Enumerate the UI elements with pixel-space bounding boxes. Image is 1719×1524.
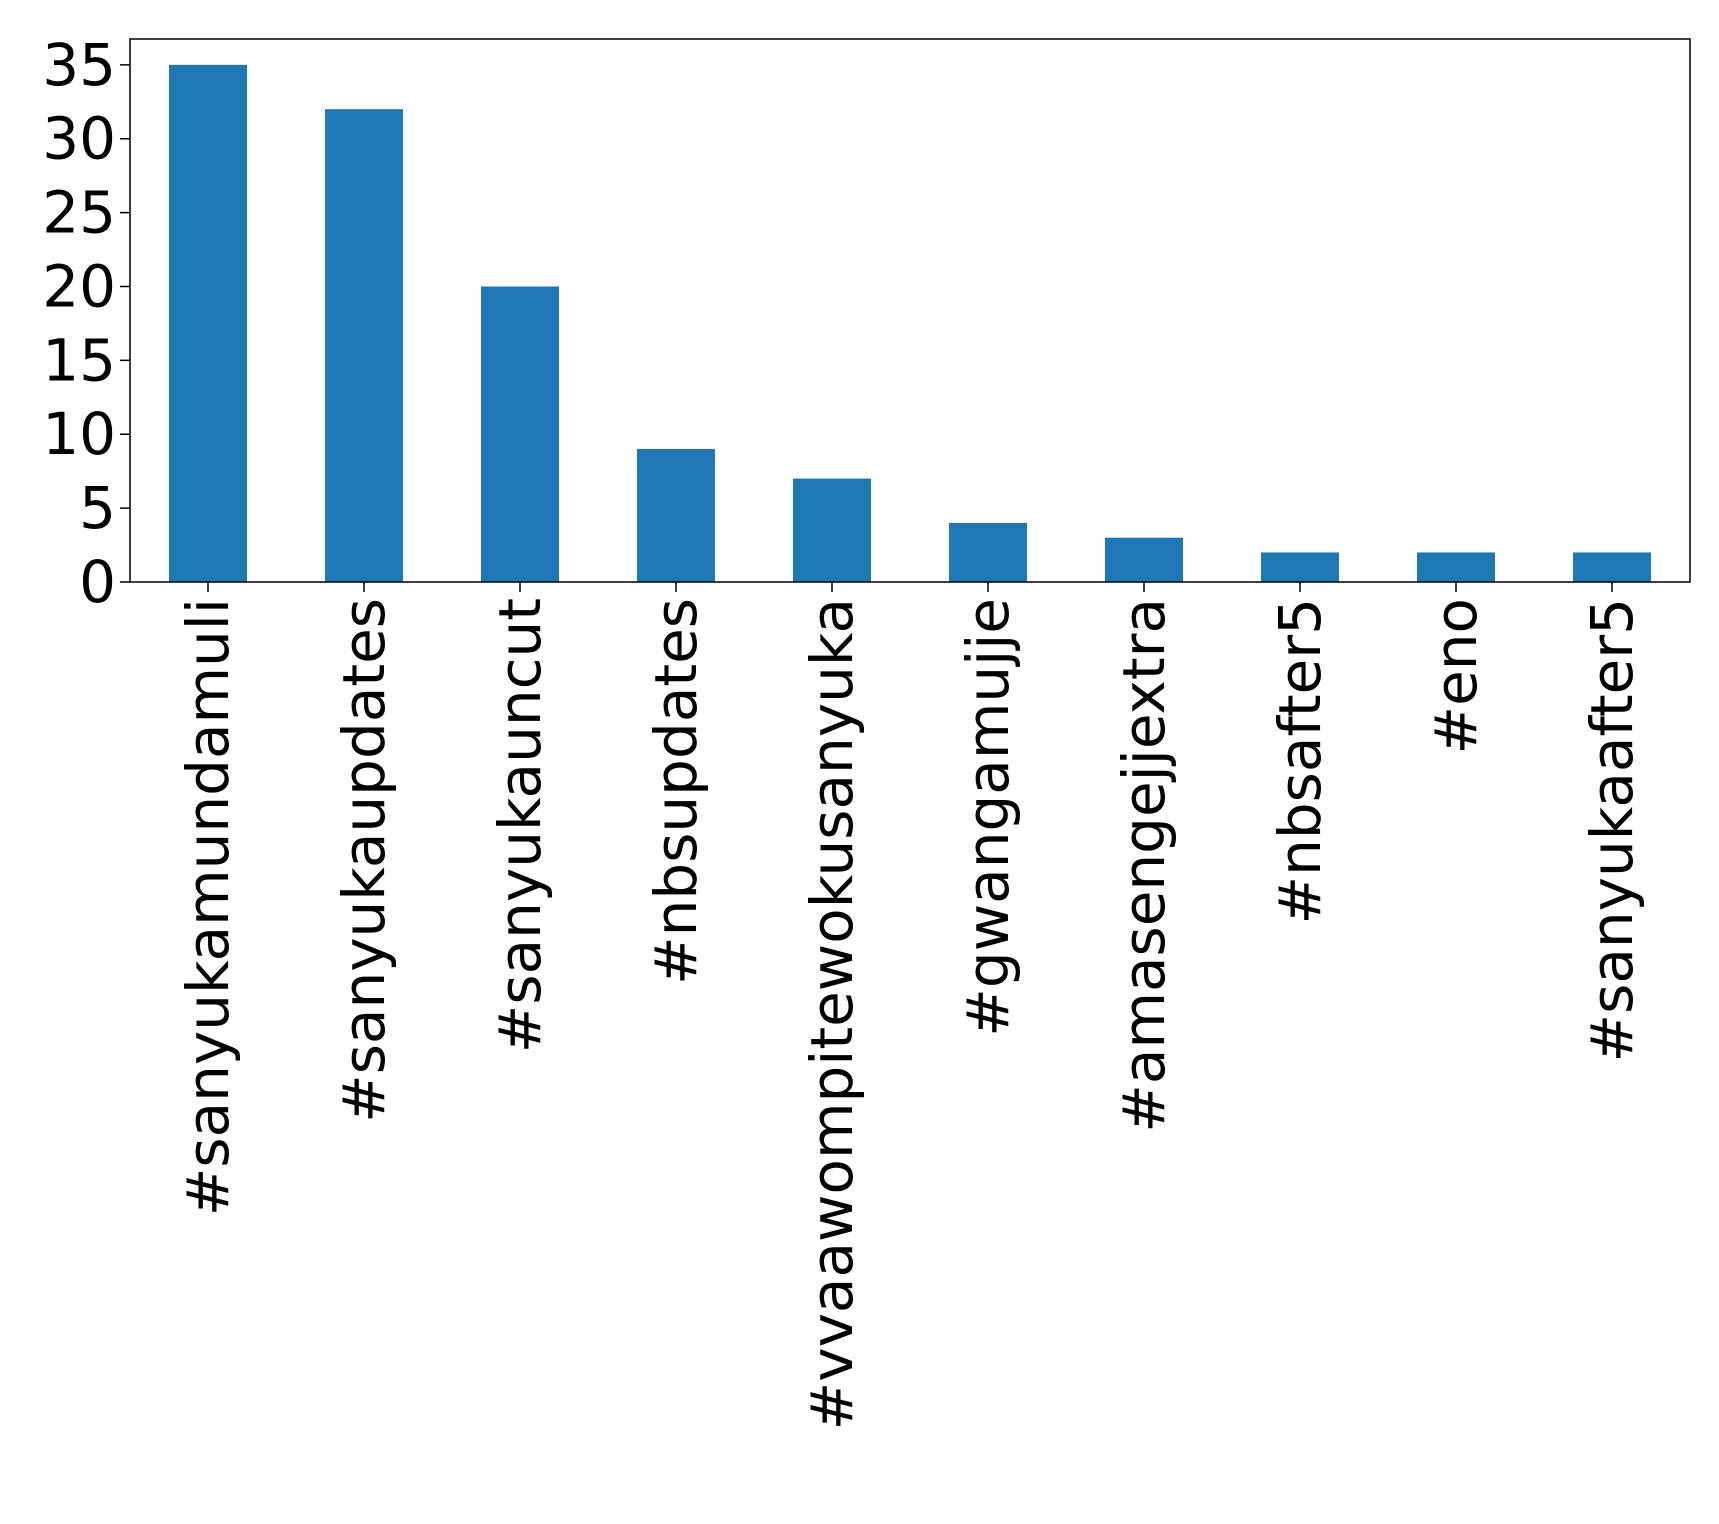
y-tick-label: 25 xyxy=(42,179,116,247)
y-tick-label: 15 xyxy=(42,326,116,394)
x-tick-label: #sanyukaupdates xyxy=(330,598,398,1123)
bar-eno xyxy=(1417,552,1495,582)
x-tick-label: #nbsafter5 xyxy=(1266,598,1334,925)
y-tick-label: 35 xyxy=(42,31,116,99)
bar-sanyukaafter5 xyxy=(1573,552,1651,582)
bar-sanyukamundamuli xyxy=(169,64,247,583)
bar-sanyukaupdates xyxy=(325,109,403,583)
y-tick-label: 20 xyxy=(42,252,116,320)
bar-nbsupdates xyxy=(637,449,715,582)
x-tick-label: #sanyukaafter5 xyxy=(1578,598,1646,1062)
x-tick-label: #vvaawompitewokusanyuka xyxy=(798,598,866,1430)
bars-layer xyxy=(169,64,1651,583)
y-tick-label: 10 xyxy=(42,400,116,468)
x-tick-label: #sanyukamundamuli xyxy=(174,598,242,1216)
plot-frame xyxy=(129,38,1691,583)
x-axis: #sanyukamundamuli #sanyukaupdates #sanyuka… xyxy=(174,582,1646,1430)
x-tick-label: #nbsupdates xyxy=(642,598,710,985)
y-tick-label: 5 xyxy=(79,474,116,542)
x-tick-label: #sanyukauncut xyxy=(486,598,554,1053)
x-tick-label: #amasengejjextra xyxy=(1110,598,1178,1133)
y-tick-label: 0 xyxy=(79,548,116,616)
bar-gwangamujje xyxy=(949,522,1027,582)
x-tick-label: #eno xyxy=(1422,598,1490,755)
y-tick-label: 30 xyxy=(42,105,116,173)
bar-vvaawompitewokusanyuka xyxy=(793,478,871,582)
bar-nbsafter5 xyxy=(1261,552,1339,582)
bar-amasengejjextra xyxy=(1105,537,1183,582)
x-tick-label: #gwangamujje xyxy=(954,598,1022,1037)
bar-sanyukauncut xyxy=(481,286,559,582)
